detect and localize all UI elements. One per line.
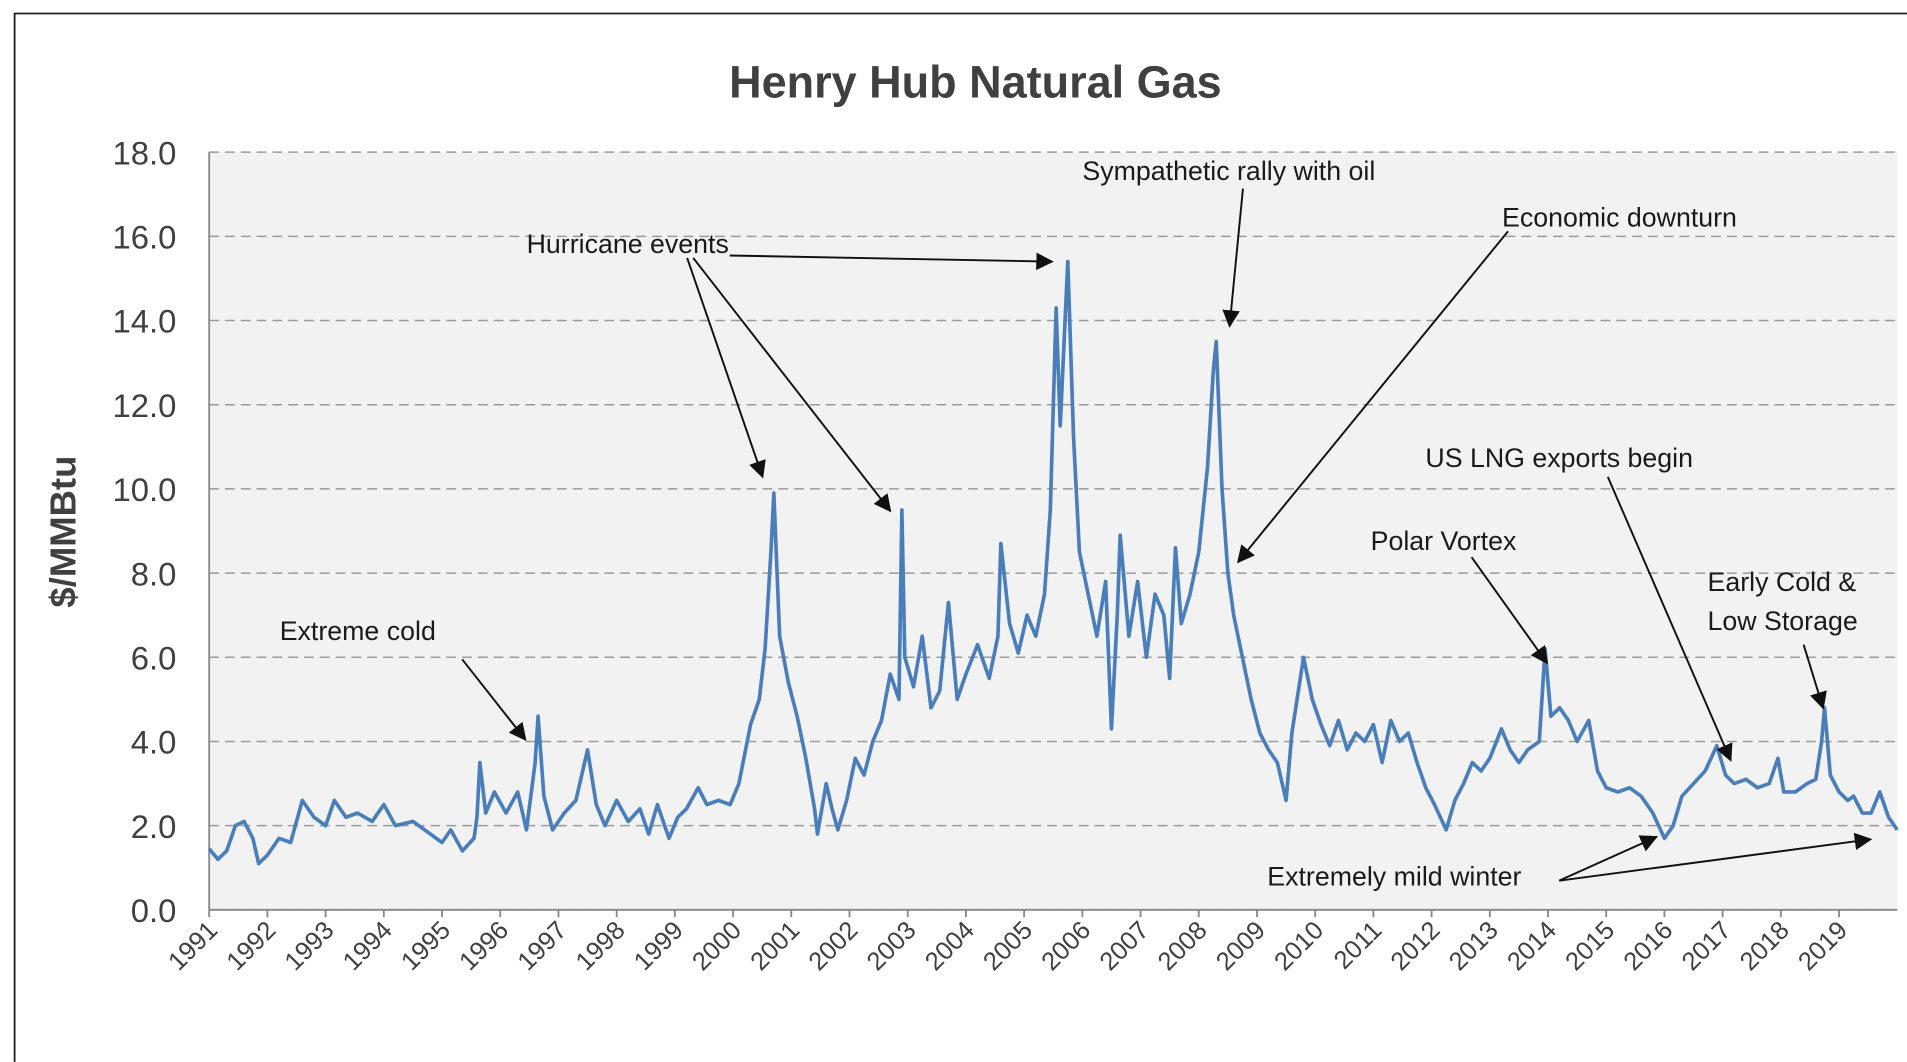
annotation-text: Economic downturn	[1502, 202, 1737, 232]
y-axis-label: $/MMBtu	[42, 456, 83, 608]
x-tick-label: 2001	[745, 916, 805, 976]
y-tick-label: 8.0	[131, 555, 177, 592]
y-tick-label: 16.0	[112, 219, 176, 256]
annotation-text: Sympathetic rally with oil	[1082, 156, 1375, 186]
plot-area	[209, 152, 1898, 910]
lines	[207, 259, 1899, 866]
y-tick-label: 18.0	[112, 134, 176, 171]
x-tick-label: 1994	[338, 916, 398, 976]
x-tick-label: 2003	[862, 916, 922, 976]
x-tick-label: 2019	[1793, 916, 1853, 976]
y-tick-label: 2.0	[131, 808, 177, 845]
x-tick-label: 2005	[978, 916, 1038, 976]
annotation-arrow	[729, 252, 1054, 271]
x-tick-label: 2015	[1560, 916, 1620, 976]
annotation-text: Extremely mild winter	[1267, 862, 1521, 892]
x-tick-label: 2004	[920, 916, 980, 976]
annotation-text: Early Cold &	[1708, 567, 1857, 597]
annotation-text: Hurricane events	[527, 229, 729, 259]
annotation-arrow	[1559, 832, 1873, 882]
annotation-arrow	[692, 257, 892, 513]
x-tick-label: 2013	[1444, 916, 1504, 976]
x-tick-label: 2008	[1153, 916, 1213, 976]
annotation-arrow	[1606, 476, 1733, 762]
x-tick-label: 2007	[1095, 916, 1155, 976]
x-tick-label: 2002	[803, 916, 863, 976]
annotation-arrow	[461, 658, 527, 741]
y-tick-label: 12.0	[112, 387, 176, 424]
x-tick-label: 2017	[1677, 916, 1737, 976]
x-tick-label: 2012	[1386, 916, 1446, 976]
annotations: Hurricane events Sympathetic rally with o…	[280, 156, 1873, 892]
x-tick-label: 2016	[1618, 916, 1678, 976]
x-tick-label: 2010	[1269, 916, 1329, 976]
y-tick-label: 14.0	[112, 303, 176, 340]
annotation-arrow	[1470, 556, 1549, 665]
x-tick-label: 1992	[221, 916, 281, 976]
annotation-arrow	[686, 257, 766, 479]
x-tick-label: 2000	[687, 916, 747, 976]
x-tick-label: 1998	[571, 916, 631, 976]
annotation-text: US LNG exports begin	[1425, 443, 1693, 473]
annotation-arrow	[1222, 188, 1244, 328]
chart-title: Henry Hub Natural Gas	[729, 56, 1221, 107]
x-tick-label: 2009	[1211, 916, 1271, 976]
y-tick-label: 0.0	[131, 892, 177, 929]
annotation-arrow	[1558, 835, 1659, 882]
x-tick-label: 2018	[1735, 916, 1795, 976]
y-tick-label: 4.0	[131, 724, 177, 761]
price-line	[207, 259, 1899, 866]
x-tick-label: 1996	[454, 916, 514, 976]
y-tick-label: 10.0	[112, 471, 176, 508]
frame	[13, 12, 1907, 1062]
x-tick-label: 1993	[280, 916, 340, 976]
x-tick-label: 1997	[512, 916, 572, 976]
annotation-arrow	[1802, 644, 1827, 710]
x-tick-label: 1995	[396, 916, 456, 976]
annotation-text: Low Storage	[1708, 606, 1858, 636]
annotation-text: Extreme cold	[280, 616, 436, 646]
y-tick-label: 6.0	[131, 639, 177, 676]
x-tick-label: 2011	[1329, 916, 1388, 975]
x-tick-label: 2014	[1502, 916, 1562, 976]
x-tick-label: 2006	[1036, 916, 1096, 976]
annotation-text: Polar Vortex	[1371, 526, 1517, 556]
annotation-arrow	[1236, 230, 1509, 564]
x-tick-label: 1999	[629, 916, 689, 976]
